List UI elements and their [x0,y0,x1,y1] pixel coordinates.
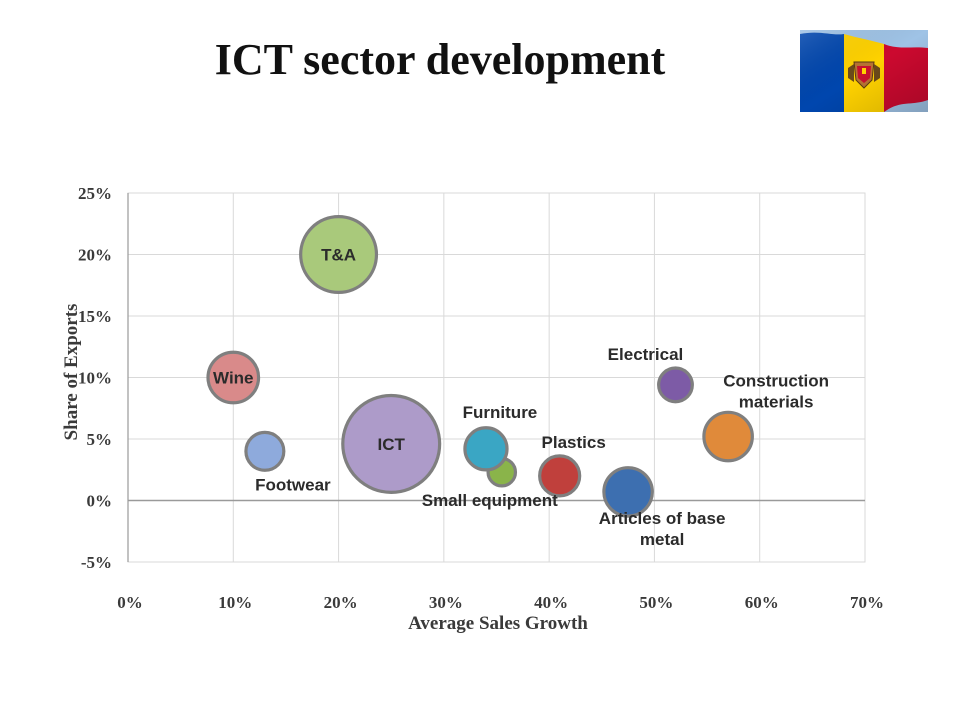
bubble-label-line: Plastics [542,433,606,452]
y-tick-label: 0% [87,492,113,511]
bubble-label-line: Articles of base [599,509,726,528]
bubble-label: Plastics [542,433,606,452]
bubble-label: Construction materials [723,371,829,411]
y-tick-label: 20% [78,246,112,265]
y-axis-title: Share of Exports [61,304,82,441]
bubble-footwear [244,430,286,472]
bubble-label: Wine [213,369,253,388]
bubble-label: Small equipment [422,491,558,510]
bubble-label: Articles of base metal [599,509,726,549]
bubble-electrical [657,366,694,404]
x-tick-label: 10% [218,593,252,612]
y-tick-label: 10% [78,369,112,388]
x-tick-label: 50% [639,593,673,612]
bubble-label: T&A [321,246,356,265]
bubble-label: Furniture [463,403,538,422]
bubble-label-line: Small equipment [422,491,558,510]
bubble-t-a [299,214,379,295]
bubble-label-line: Footwear [255,475,331,494]
bubble-circle [538,454,582,498]
bubble-label: ICT [378,435,406,454]
bubble-circle [341,393,442,494]
y-tick-label: -5% [81,553,112,572]
bubble-label-line: Electrical [608,345,684,364]
y-tick-label: 15% [78,307,112,326]
bubble-circle [702,410,754,463]
bubble-label: Footwear [255,475,331,494]
bubble-label-line: Furniture [463,403,538,422]
x-tick-label: 70% [850,593,884,612]
x-axis-title: Average Sales Growth [408,613,588,634]
bubble-wine [206,350,261,405]
page-title: ICT sector development [214,35,666,84]
bubble-label: Electrical [608,345,684,364]
bubble-furniture [463,426,509,472]
x-tick-label: 60% [745,593,779,612]
moldova-flag-icon [800,30,928,112]
bubble-ict [341,393,442,494]
bubble-label-line: T&A [321,246,356,265]
bubble-label-line: materials [739,392,814,411]
y-tick-label: 25% [78,184,112,203]
bubble-label-line: ICT [378,435,406,454]
bubble-circle [657,366,694,404]
bubble-construction-materials [702,410,754,463]
bubble-label-line: Wine [213,369,253,388]
x-tick-label: 20% [324,593,358,612]
bubble-circle [206,350,261,405]
bubble-circle [244,430,286,472]
x-tick-label: 30% [429,593,463,612]
bubble-label-line: Construction [723,371,829,390]
bubble-articles-of-base-metal [602,466,654,518]
bubble-label-line: metal [640,530,684,549]
x-tick-label: 0% [117,593,143,612]
bubble-circle [463,426,509,472]
bubble-circle [602,466,654,518]
y-tick-label: 5% [87,430,113,449]
x-tick-label: 40% [534,593,568,612]
bubble-plastics [538,454,582,498]
bubble-circle [299,214,379,295]
